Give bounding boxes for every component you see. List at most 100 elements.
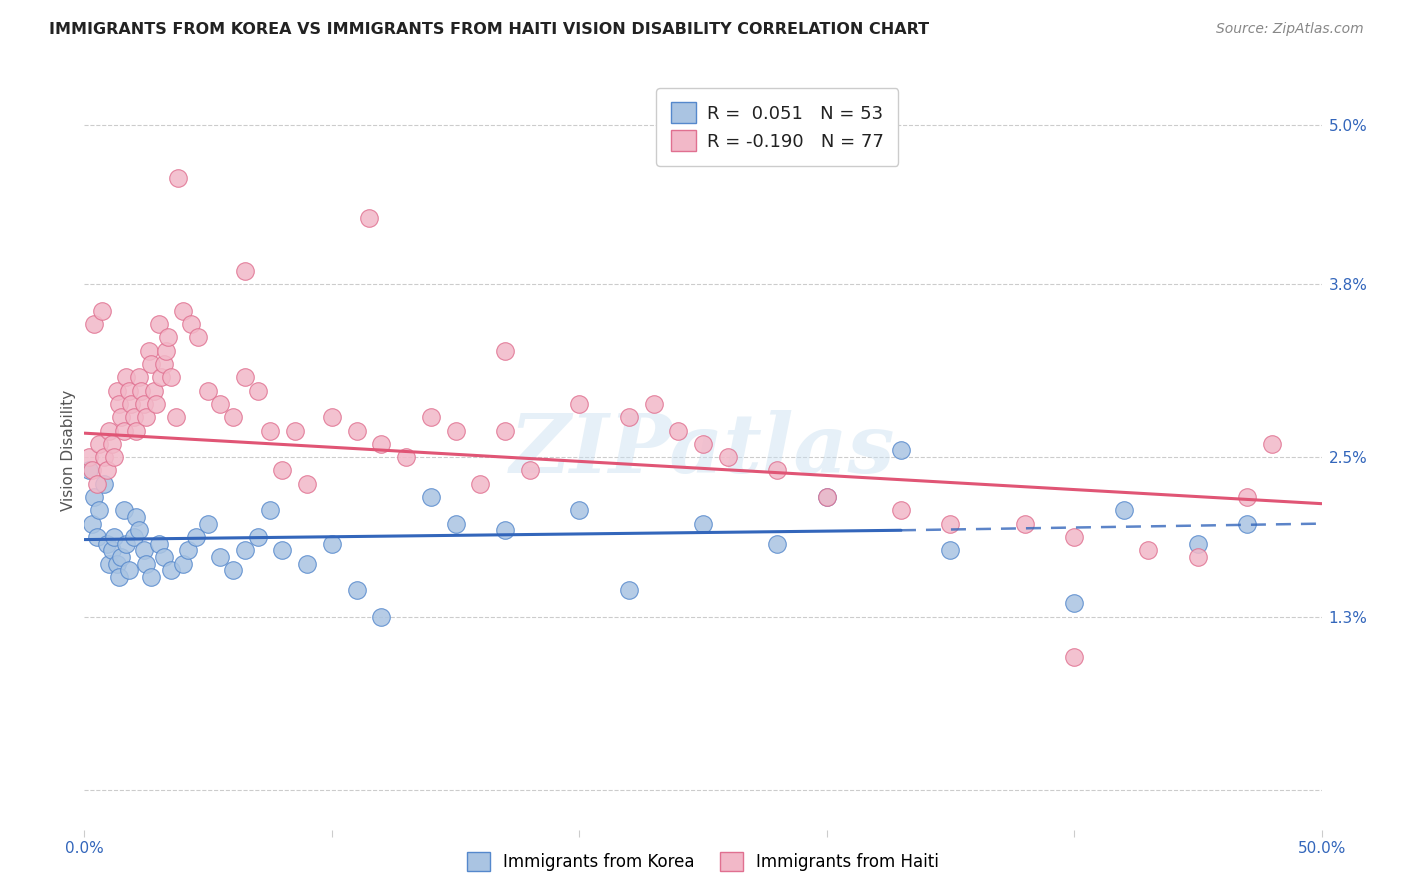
Point: [617, 583, 640, 598]
Point: [115, 370, 138, 384]
Point: [165, 410, 187, 425]
Point: [284, 424, 307, 438]
Point: [1187, 549, 1209, 564]
Point: [100, 437, 122, 451]
Point: [167, 170, 190, 185]
Point: [233, 264, 256, 278]
Point: [494, 424, 516, 438]
Point: [295, 476, 318, 491]
Point: [568, 503, 591, 517]
Point: [494, 523, 516, 537]
Point: [1236, 516, 1258, 531]
Point: [148, 317, 170, 331]
Point: [90, 303, 112, 318]
Point: [172, 303, 194, 318]
Point: [86, 530, 108, 544]
Legend: Immigrants from Korea, Immigrants from Haiti: Immigrants from Korea, Immigrants from H…: [458, 843, 948, 880]
Point: [89, 503, 111, 517]
Point: [110, 549, 132, 564]
Point: [233, 543, 256, 558]
Point: [112, 424, 135, 438]
Point: [890, 503, 912, 517]
Point: [187, 330, 209, 344]
Point: [222, 410, 245, 425]
Legend: R =  0.051   N = 53, R = -0.190   N = 77: R = 0.051 N = 53, R = -0.190 N = 77: [657, 88, 898, 166]
Point: [112, 503, 135, 517]
Point: [80, 463, 103, 477]
Point: [177, 543, 200, 558]
Point: [128, 370, 150, 384]
Point: [184, 530, 207, 544]
Point: [692, 516, 714, 531]
Point: [103, 450, 125, 464]
Point: [1187, 536, 1209, 550]
Point: [643, 397, 665, 411]
Point: [295, 557, 318, 571]
Point: [617, 410, 640, 425]
Point: [357, 211, 380, 225]
Point: [148, 536, 170, 550]
Point: [222, 563, 245, 577]
Point: [128, 523, 150, 537]
Point: [141, 570, 163, 584]
Point: [105, 384, 128, 398]
Point: [108, 570, 131, 584]
Text: IMMIGRANTS FROM KOREA VS IMMIGRANTS FROM HAITI VISION DISABILITY CORRELATION CHA: IMMIGRANTS FROM KOREA VS IMMIGRANTS FROM…: [49, 22, 929, 37]
Point: [96, 463, 118, 477]
Point: [419, 410, 441, 425]
Point: [939, 516, 962, 531]
Point: [1137, 543, 1160, 558]
Point: [692, 437, 714, 451]
Point: [155, 343, 177, 358]
Text: ZIPatlas: ZIPatlas: [510, 410, 896, 491]
Y-axis label: Vision Disability: Vision Disability: [60, 390, 76, 511]
Point: [209, 549, 232, 564]
Point: [568, 397, 591, 411]
Point: [132, 543, 155, 558]
Point: [717, 450, 740, 464]
Point: [138, 343, 160, 358]
Point: [370, 609, 392, 624]
Point: [125, 510, 148, 524]
Point: [152, 357, 174, 371]
Point: [141, 357, 163, 371]
Point: [120, 397, 142, 411]
Point: [122, 530, 145, 544]
Point: [105, 557, 128, 571]
Point: [98, 424, 121, 438]
Point: [160, 370, 183, 384]
Point: [150, 370, 173, 384]
Point: [145, 397, 167, 411]
Point: [93, 476, 115, 491]
Point: [80, 516, 103, 531]
Point: [89, 437, 111, 451]
Point: [271, 463, 294, 477]
Point: [135, 557, 157, 571]
Point: [419, 490, 441, 504]
Point: [346, 583, 368, 598]
Point: [135, 410, 157, 425]
Point: [98, 557, 121, 571]
Point: [246, 384, 269, 398]
Point: [172, 557, 194, 571]
Point: [108, 397, 131, 411]
Point: [246, 530, 269, 544]
Point: [519, 463, 541, 477]
Point: [209, 397, 232, 411]
Point: [197, 384, 219, 398]
Point: [815, 490, 838, 504]
Point: [666, 424, 689, 438]
Point: [142, 384, 165, 398]
Point: [197, 516, 219, 531]
Point: [1014, 516, 1036, 531]
Point: [1236, 490, 1258, 504]
Point: [321, 410, 343, 425]
Point: [1063, 596, 1085, 610]
Point: [259, 424, 281, 438]
Text: Source: ZipAtlas.com: Source: ZipAtlas.com: [1216, 22, 1364, 37]
Point: [93, 450, 115, 464]
Point: [939, 543, 962, 558]
Point: [1112, 503, 1135, 517]
Point: [470, 476, 492, 491]
Point: [79, 450, 101, 464]
